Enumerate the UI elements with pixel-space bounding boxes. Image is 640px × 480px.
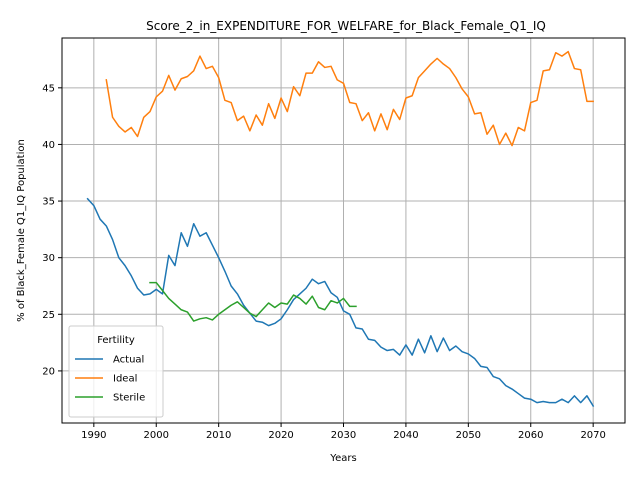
x-tick-label: 2020 <box>268 430 293 441</box>
y-tick-label: 35 <box>42 197 55 208</box>
legend-label-actual: Actual <box>113 355 144 366</box>
y-tick-label: 40 <box>42 140 55 151</box>
y-tick-label: 25 <box>42 310 55 321</box>
x-axis-title: Years <box>329 453 356 464</box>
series-line-actual <box>86 197 595 408</box>
x-tick-label: 1990 <box>81 430 106 441</box>
legend-label-ideal: Ideal <box>113 374 137 385</box>
y-tick-label: 30 <box>42 253 55 264</box>
series-line-ideal <box>105 50 594 147</box>
x-tick-label: 2040 <box>393 430 418 441</box>
x-tick-label: 2060 <box>518 430 543 441</box>
legend-items: Actual Ideal Sterile <box>75 355 145 404</box>
legend-label-sterile: Sterile <box>113 393 145 404</box>
x-tick-label: 2030 <box>331 430 356 441</box>
chart-title: Score_2_in_EXPENDITURE_FOR_WELFARE_for_B… <box>146 19 546 33</box>
x-tick-label: 2070 <box>580 430 605 441</box>
x-tick-label: 2050 <box>456 430 481 441</box>
series-layer <box>86 50 595 408</box>
y-tick-label: 45 <box>42 83 55 94</box>
x-tick-label: 2010 <box>206 430 231 441</box>
series-line-sterile <box>149 281 357 322</box>
legend: Fertility Actual Ideal Sterile <box>68 325 164 418</box>
legend-title: Fertility <box>97 335 135 346</box>
y-axis-title: % of Black_Female Q1_IQ Population <box>16 139 27 322</box>
y-tick-label: 20 <box>42 366 55 377</box>
axis-ticks: 1990 2000 2010 2020 2030 2040 2050 2060 2070 20 25… <box>42 83 606 441</box>
legend-box <box>68 325 164 418</box>
x-tick-label: 2000 <box>144 430 169 441</box>
